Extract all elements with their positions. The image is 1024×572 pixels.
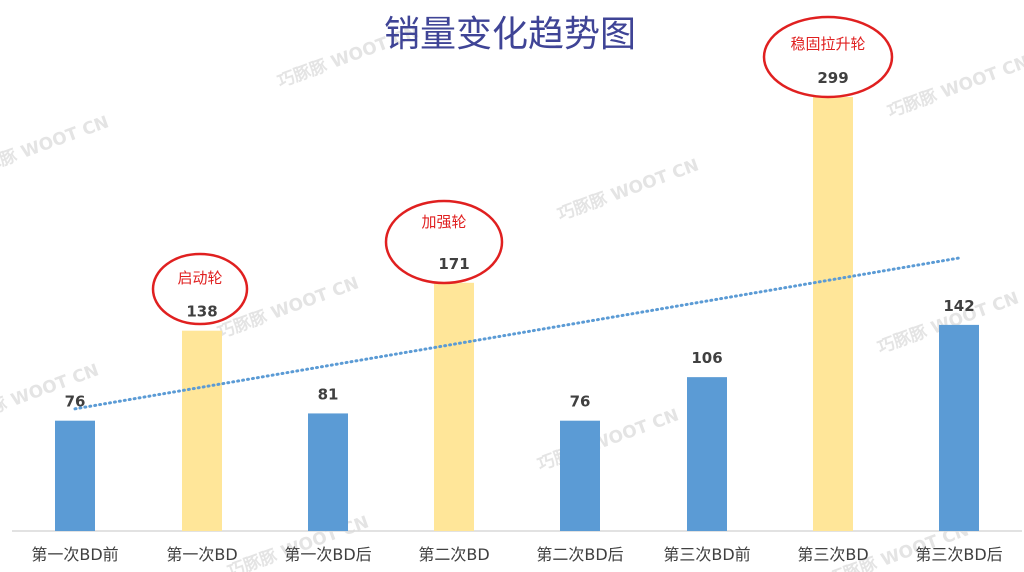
category-label: 第二次BD后 xyxy=(536,545,623,564)
data-label: 76 xyxy=(65,393,86,411)
data-label: 76 xyxy=(570,393,591,411)
category-label: 第一次BD后 xyxy=(284,545,371,564)
chart-title: 销量变化趋势图 xyxy=(384,14,636,55)
bar xyxy=(182,330,222,531)
annotation-ellipse xyxy=(384,199,504,285)
annotation-label: 稳固拉升轮 xyxy=(790,35,865,53)
watermark-text: 巧豚豚 WOOT CN xyxy=(555,155,702,225)
watermark-text: 巧豚豚 WOOT CN xyxy=(215,273,362,343)
data-label: 138 xyxy=(186,303,217,321)
trendline xyxy=(73,256,961,411)
annotation-ellipse xyxy=(762,15,894,99)
category-labels-group: 第一次BD前 第一次BD 第一次BD后 第二次BD 第二次BD后 第三次BD前 第三次BD 第… xyxy=(31,545,1002,564)
bar xyxy=(308,413,348,531)
bars-group xyxy=(55,97,979,531)
annotation-label: 加强轮 xyxy=(421,213,466,231)
watermark-text: 巧豚豚 WOOT CN xyxy=(535,405,682,475)
bar xyxy=(939,324,979,531)
category-label: 第一次BD前 xyxy=(31,545,118,564)
category-label: 第三次BD xyxy=(797,545,868,564)
data-label: 299 xyxy=(817,69,848,87)
data-label: 142 xyxy=(943,297,974,315)
data-labels-group: 76 138 81 171 76 106 299 142 xyxy=(65,69,975,411)
category-label: 第三次BD后 xyxy=(915,545,1002,564)
watermark-text: 巧豚豚 WOOT CN xyxy=(0,112,112,182)
annotation-ellipse xyxy=(151,252,249,326)
data-label: 171 xyxy=(438,255,469,273)
annotations-group: 启动轮 加强轮 稳固拉升轮 xyxy=(151,15,894,326)
bar xyxy=(813,97,853,531)
data-label: 81 xyxy=(318,385,339,403)
category-label: 第二次BD xyxy=(418,545,489,564)
data-label: 106 xyxy=(691,349,722,367)
watermark-text: 巧豚豚 WOOT CN xyxy=(0,360,102,430)
category-label: 第三次BD前 xyxy=(663,545,750,564)
bar xyxy=(434,282,474,531)
bar xyxy=(560,420,600,531)
bar xyxy=(55,420,95,531)
annotation-label: 启动轮 xyxy=(177,269,222,287)
category-label: 第一次BD xyxy=(166,545,237,564)
bar xyxy=(687,377,727,531)
watermark-text: 巧豚豚 WOOT CN xyxy=(885,52,1024,122)
